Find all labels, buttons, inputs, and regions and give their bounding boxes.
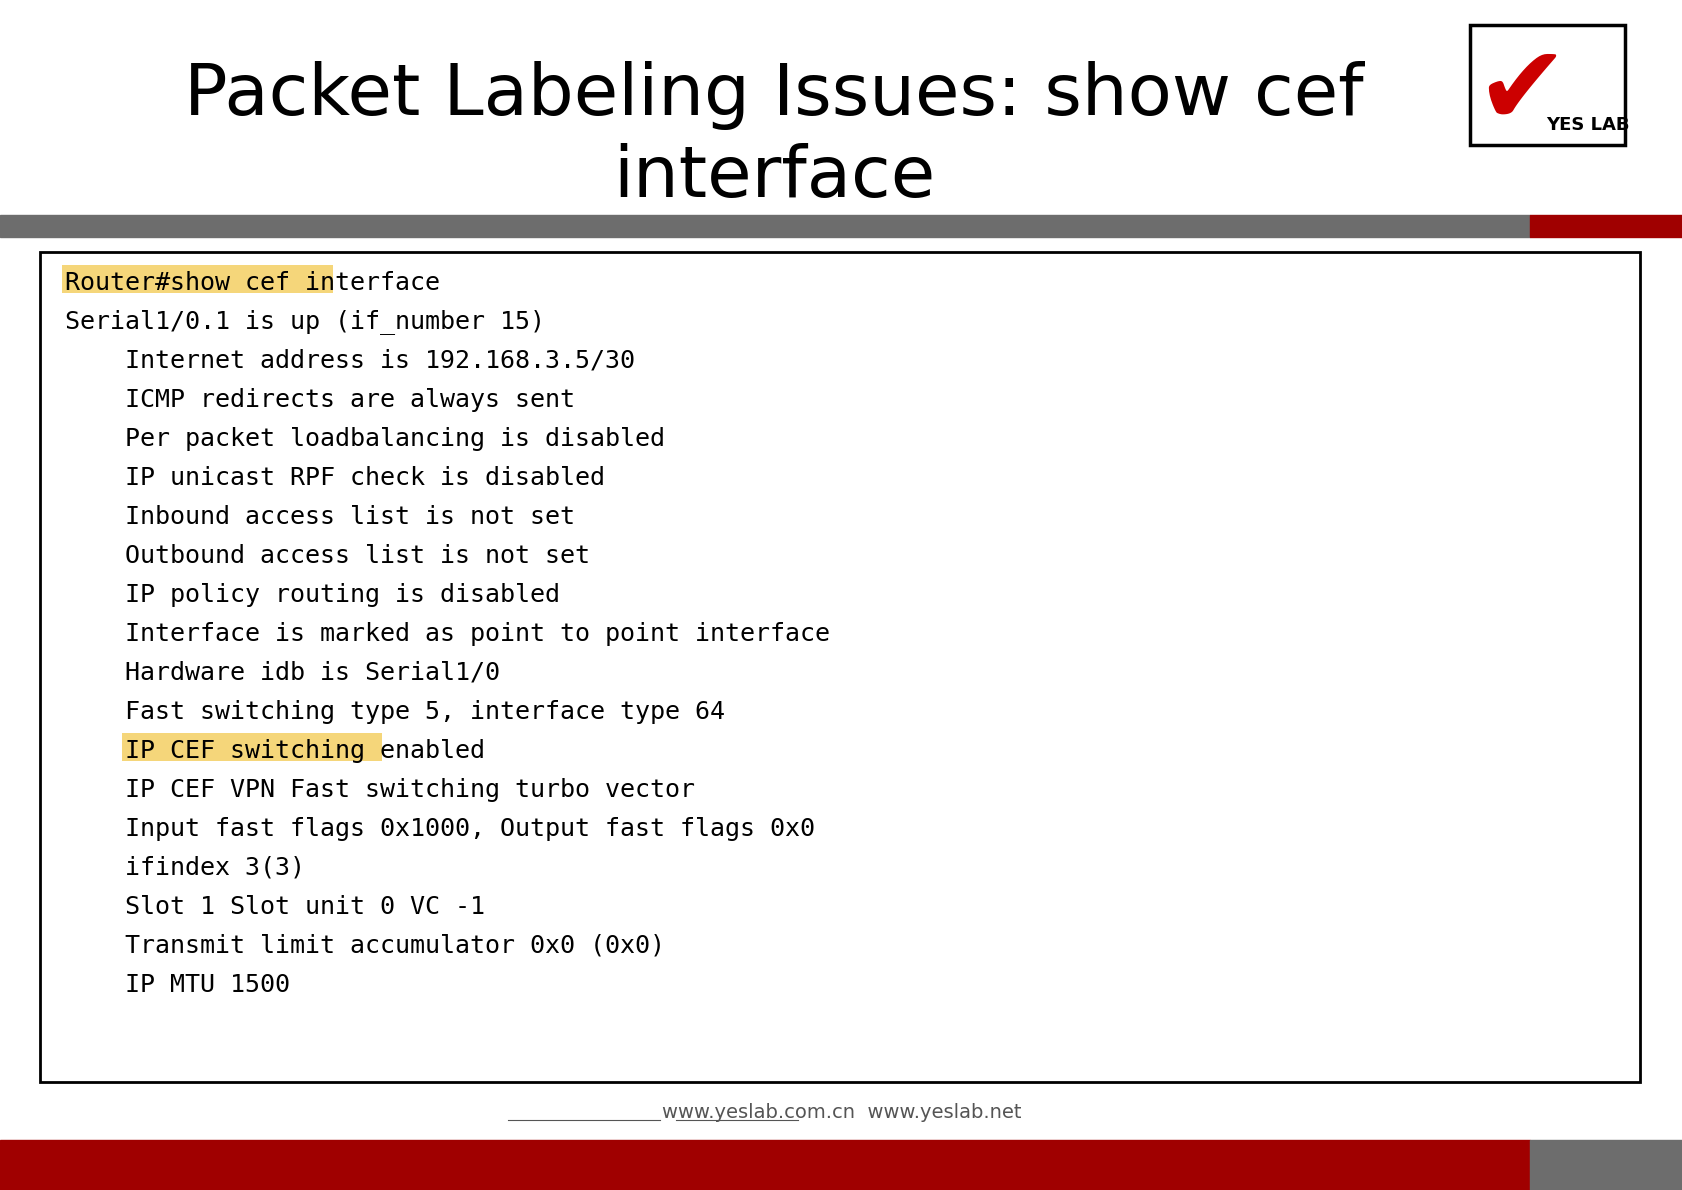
Text: IP CEF switching enabled: IP CEF switching enabled	[124, 739, 484, 763]
Text: Interface is marked as point to point interface: Interface is marked as point to point in…	[124, 622, 829, 646]
Text: Slot 1 Slot unit 0 VC -1: Slot 1 Slot unit 0 VC -1	[124, 895, 484, 919]
Text: Input fast flags 0x1000, Output fast flags 0x0: Input fast flags 0x1000, Output fast fla…	[124, 818, 814, 841]
Text: IP policy routing is disabled: IP policy routing is disabled	[124, 583, 560, 607]
Text: Transmit limit accumulator 0x0 (0x0): Transmit limit accumulator 0x0 (0x0)	[124, 934, 664, 958]
Text: Outbound access list is not set: Outbound access list is not set	[124, 544, 590, 568]
Text: Packet Labeling Issues: show cef: Packet Labeling Issues: show cef	[185, 61, 1362, 130]
Text: IP CEF VPN Fast switching turbo vector: IP CEF VPN Fast switching turbo vector	[124, 778, 695, 802]
Text: Internet address is 192.168.3.5/30: Internet address is 192.168.3.5/30	[124, 349, 634, 372]
Text: Fast switching type 5, interface type 64: Fast switching type 5, interface type 64	[124, 700, 725, 724]
Text: interface: interface	[612, 144, 935, 213]
Text: Router#show cef interface: Router#show cef interface	[66, 271, 439, 295]
Text: ICMP redirects are always sent: ICMP redirects are always sent	[124, 388, 575, 412]
FancyBboxPatch shape	[40, 252, 1638, 1082]
Text: Hardware idb is Serial1/0: Hardware idb is Serial1/0	[124, 660, 500, 685]
Text: ✔: ✔	[1475, 39, 1568, 146]
Text: Per packet loadbalancing is disabled: Per packet loadbalancing is disabled	[124, 427, 664, 451]
Text: IP MTU 1500: IP MTU 1500	[124, 973, 289, 997]
Text: ifindex 3(3): ifindex 3(3)	[124, 856, 304, 879]
FancyBboxPatch shape	[62, 265, 333, 293]
Bar	[0, 1140, 1529, 1190]
FancyBboxPatch shape	[1468, 25, 1625, 145]
Text: YES LAB: YES LAB	[1546, 115, 1628, 134]
FancyBboxPatch shape	[121, 733, 382, 760]
Bar	[1529, 215, 1682, 237]
Text: www.yeslab.com.cn  www.yeslab.net: www.yeslab.com.cn www.yeslab.net	[661, 1103, 1021, 1122]
Bar	[1529, 1140, 1682, 1190]
Bar	[0, 215, 1529, 237]
Text: Serial1/0.1 is up (if_number 15): Serial1/0.1 is up (if_number 15)	[66, 309, 545, 334]
Text: Inbound access list is not set: Inbound access list is not set	[124, 505, 575, 530]
Text: IP unicast RPF check is disabled: IP unicast RPF check is disabled	[124, 466, 604, 490]
